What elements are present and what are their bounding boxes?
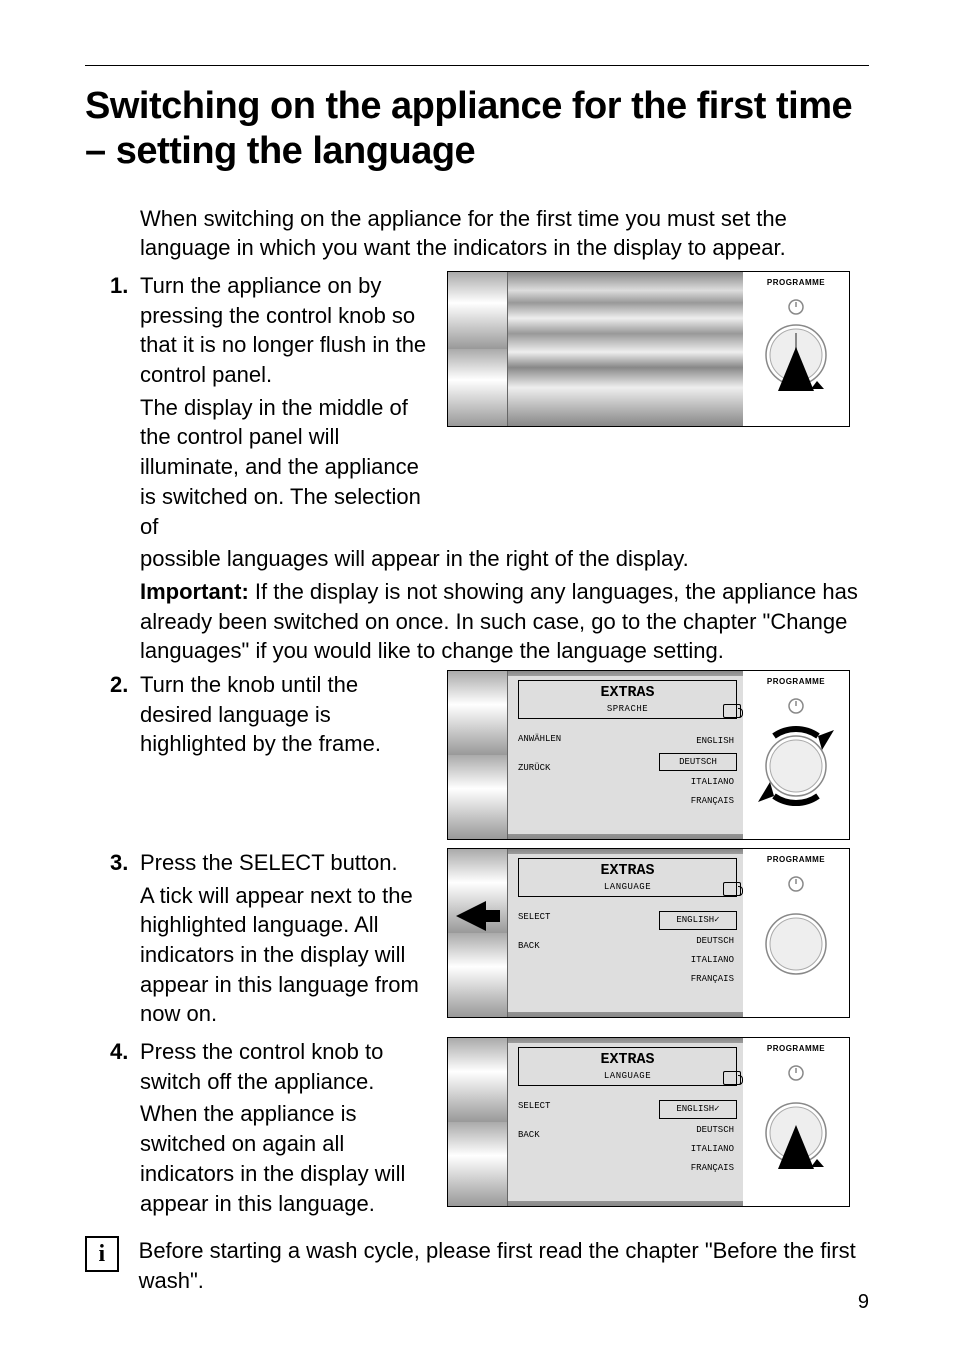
header-sprache: SPRACHE [519, 703, 736, 715]
page-title: Switching on the appliance for the first… [85, 84, 869, 174]
intro-text: When switching on the appliance for the … [85, 204, 869, 263]
lang-italiano: ITALIANO [659, 774, 737, 790]
wash-icon [723, 882, 741, 896]
programme-label: PROGRAMME [767, 677, 825, 688]
wash-icon [723, 1071, 741, 1085]
display-language-tick: EXTRASLANGUAGE SELECT BACK [447, 848, 850, 1018]
anwaehlen-label: ANWÄHLEN [518, 733, 659, 745]
programme-label: PROGRAMME [767, 855, 825, 866]
lang-italiano: ITALIANO [659, 1141, 737, 1157]
step-4-text-b: When the appliance is switched on again … [125, 1099, 427, 1218]
lang-deutsch: DEUTSCH [659, 1122, 737, 1138]
display-sprache: EXTRASSPRACHE ANWÄHLEN ZURÜCK [447, 670, 850, 840]
header-language: LANGUAGE [519, 1070, 736, 1082]
step-1-important: Important: If the display is not showing… [125, 577, 869, 666]
info-text: Before starting a wash cycle, please fir… [139, 1236, 869, 1295]
header-language: LANGUAGE [519, 881, 736, 893]
step-1-text-a: Turn the appliance on by pressing the co… [125, 271, 427, 390]
page-number: 9 [858, 1291, 869, 1314]
lang-italiano: ITALIANO [659, 952, 737, 968]
zurueck-label: ZURÜCK [518, 762, 659, 774]
lang-deutsch-selected: DEUTSCH [659, 753, 737, 771]
knob-push-icon [756, 1055, 836, 1195]
step-2: 2. Turn the knob until the desired langu… [125, 670, 869, 840]
step-number: 4. [110, 1037, 128, 1067]
step-1: 1. Turn the appliance on by pressing the… [125, 271, 869, 666]
knob-push-icon [756, 289, 836, 419]
select-label: SELECT [518, 911, 659, 923]
programme-label: PROGRAMME [767, 278, 825, 289]
knob-turn-icon [756, 688, 836, 828]
step-4-text-a: Press the control knob to switch off the… [125, 1037, 427, 1096]
step-3-text-a: Press the SELECT button. [125, 848, 427, 878]
lang-francais: FRANÇAIS [659, 1160, 737, 1176]
display-language-off: EXTRASLANGUAGE SELECT BACK [447, 1037, 850, 1207]
select-arrow-icon [456, 901, 500, 931]
step-number: 2. [110, 670, 128, 700]
lang-english: ENGLISH [659, 733, 737, 749]
info-icon: i [85, 1236, 119, 1272]
step-2-text: Turn the knob until the desired language… [125, 670, 427, 759]
back-label: BACK [518, 940, 659, 952]
step-3: 3. Press the SELECT button. A tick will … [125, 848, 869, 1029]
programme-label: PROGRAMME [767, 1044, 825, 1055]
lang-english-selected: ENGLISH✓ [659, 911, 737, 929]
wash-icon [723, 704, 741, 718]
lang-english-selected: ENGLISH✓ [659, 1100, 737, 1118]
step-1-text-c: possible languages will appear in the ri… [125, 544, 869, 574]
step-4: 4. Press the control knob to switch off … [125, 1037, 869, 1218]
step-1-text-b: The display in the middle of the control… [125, 393, 427, 541]
info-note: i Before starting a wash cycle, please f… [85, 1236, 869, 1295]
step-number: 1. [110, 271, 128, 301]
lang-francais: FRANÇAIS [659, 793, 737, 809]
lang-francais: FRANÇAIS [659, 971, 737, 987]
step-3-text-b: A tick will appear next to the highlight… [125, 881, 427, 1029]
select-label: SELECT [518, 1100, 659, 1112]
knob-idle-icon [756, 866, 836, 1006]
back-label: BACK [518, 1129, 659, 1141]
lang-deutsch: DEUTSCH [659, 933, 737, 949]
step-number: 3. [110, 848, 128, 878]
